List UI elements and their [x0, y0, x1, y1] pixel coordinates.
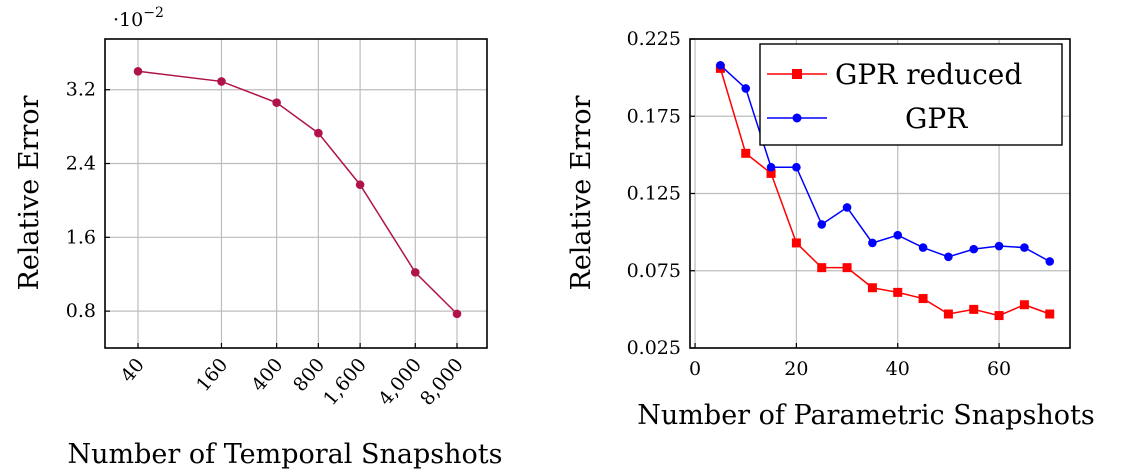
right-x-tick-label: 60 [987, 358, 1011, 380]
legend-box [759, 43, 1063, 146]
right-data-point [817, 263, 827, 273]
right-data-point [918, 243, 928, 252]
right-data-point [791, 238, 801, 248]
left-data-point [355, 180, 365, 190]
left-plot-frame [104, 38, 488, 349]
right-data-point [944, 252, 953, 262]
right-data-point [766, 168, 776, 178]
left-scale-label: ·10−2 [113, 5, 164, 31]
legend-marker-gpr-reduced [792, 69, 802, 79]
legend-label-gpr-reduced: GPR reduced [835, 58, 1022, 91]
legend-marker-gpr [792, 113, 802, 123]
left-x-tick-label: 8,000 [416, 354, 468, 410]
right-series [715, 60, 1055, 321]
left-data-point [217, 77, 226, 86]
right-data-point [741, 84, 751, 93]
left-y-tick-label: 1.6 [66, 226, 96, 248]
right-data-point [792, 162, 801, 172]
right-data-point [842, 203, 852, 212]
legend-label-gpr: GPR [905, 102, 968, 135]
left-grid [105, 39, 487, 348]
right-x-axis-label: Number of Parametric Snapshots [637, 400, 1094, 431]
right-data-point [943, 309, 953, 319]
left-series [133, 66, 462, 319]
right-data-point [969, 244, 979, 254]
left-x-tick-label: 4,000 [374, 354, 426, 410]
right-y-tick-label: 0.225 [627, 28, 681, 50]
right-data-point [868, 238, 877, 248]
right-data-point [969, 304, 979, 314]
left-data-point [452, 309, 462, 319]
right-data-point [1019, 300, 1029, 310]
left-x-tick-label: 400 [247, 354, 287, 396]
right-data-point [716, 60, 725, 70]
right-x-tick-label: 20 [784, 358, 808, 380]
right-data-point [741, 148, 751, 158]
right-data-point [994, 241, 1004, 251]
left-y-axis-label: Relative Error [14, 95, 45, 290]
right-data-point [1045, 257, 1055, 266]
right-data-point [766, 162, 776, 172]
right-data-point [842, 263, 852, 273]
right-ticks: 0 20 40 60 0.025 0.075 0.125 0.175 0.225 [627, 28, 1012, 380]
right-data-point [994, 311, 1004, 321]
left-y-tick-label: 2.4 [66, 153, 96, 175]
right-data-point [817, 220, 827, 229]
right-y-tick-label: 0.025 [627, 337, 681, 359]
legend: GPR reduced GPR [759, 43, 1063, 146]
right-x-tick-label: 40 [886, 358, 910, 380]
right-data-point [893, 287, 903, 297]
left-y-tick-label: 0.8 [66, 300, 96, 322]
right-y-tick-label: 0.175 [627, 105, 681, 127]
left-y-tick-label: 3.2 [66, 79, 96, 101]
right-data-point [1045, 309, 1055, 319]
left-data-point [133, 66, 143, 76]
right-data-point [1020, 243, 1029, 252]
right-y-tick-label: 0.125 [627, 183, 681, 205]
right-data-point [918, 294, 928, 304]
left-data-point [314, 128, 323, 138]
left-x-tick-label: 1,600 [319, 354, 371, 410]
left-x-axis-label: Number of Temporal Snapshots [68, 439, 503, 470]
right-y-tick-label: 0.075 [627, 260, 681, 282]
right-data-point [893, 230, 903, 240]
left-data-point [272, 98, 281, 107]
left-data-point [410, 268, 420, 277]
left-x-tick-label: 160 [192, 354, 232, 396]
left-series-line [137, 70, 458, 315]
right-data-point [867, 283, 877, 293]
right-x-tick-label: 0 [689, 358, 701, 380]
left-x-tick-label: 40 [116, 354, 148, 387]
chart-right: 0 20 40 60 0.025 0.075 0.125 0.175 0.225 Relativ… [566, 28, 1095, 431]
right-y-axis-label: Relative Error [566, 95, 597, 290]
